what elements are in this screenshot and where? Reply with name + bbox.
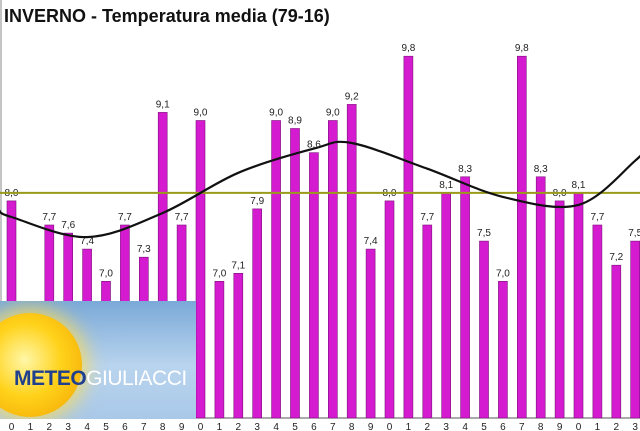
x-tick-label: 2	[614, 422, 620, 431]
bar	[290, 128, 300, 419]
x-tick-label: 3	[254, 422, 260, 431]
x-tick-label: 7	[141, 422, 147, 431]
x-tick-label: 4	[273, 422, 279, 431]
bar-value-label: 8,6	[307, 140, 321, 151]
bar-value-label: 7,2	[609, 252, 623, 263]
x-tick-label: 0	[198, 422, 204, 431]
bar-value-label: 9,0	[269, 108, 283, 119]
bar	[441, 192, 452, 419]
x-tick-label: 3	[632, 422, 638, 431]
x-tick-label: 2	[236, 422, 242, 431]
x-tick-label: 5	[481, 422, 487, 431]
bar	[498, 280, 508, 419]
bar-value-label: 9,8	[515, 43, 529, 54]
bar-value-label: 7,7	[42, 212, 56, 223]
x-tick-label: 6	[122, 422, 128, 431]
bar	[592, 224, 603, 419]
bar-value-label: 8,1	[439, 180, 453, 191]
x-tick-label: 3	[65, 422, 71, 431]
x-tick-label: 0	[387, 422, 393, 431]
bar-value-label: 7,0	[496, 268, 510, 279]
bar	[195, 120, 206, 419]
bar-value-label: 7,9	[250, 196, 264, 207]
bar	[573, 192, 584, 419]
x-tick-label: 1	[28, 422, 34, 431]
logo-text: METEOGIULIACCI	[14, 367, 187, 391]
bar-value-label: 9,0	[194, 108, 208, 119]
x-tick-label: 4	[462, 422, 468, 431]
bar-value-label: 7,5	[477, 228, 491, 239]
x-tick-label: 3	[443, 422, 449, 431]
x-tick-label: 8	[160, 422, 166, 431]
bar-value-label: 9,8	[401, 43, 415, 54]
x-tick-label: 1	[406, 422, 412, 431]
bar-value-label: 9,0	[326, 108, 340, 119]
trend-curve	[0, 140, 640, 239]
x-tick-label: 9	[368, 422, 374, 431]
meteo-giuliacci-logo: METEOGIULIACCI	[0, 301, 196, 419]
bar-value-label: 7,4	[364, 236, 378, 247]
bar	[611, 264, 622, 419]
x-tick-label: 6	[500, 422, 506, 431]
bar	[214, 280, 225, 419]
x-tick-label: 9	[179, 422, 185, 431]
bar	[422, 224, 433, 419]
x-tick-label: 2	[47, 422, 53, 431]
bar	[252, 208, 262, 419]
x-tick-label: 7	[519, 422, 525, 431]
x-tick-label: 1	[595, 422, 601, 431]
logo-text-giuliacci: GIULIACCI	[86, 367, 187, 390]
bar-value-label: 9,2	[345, 91, 359, 102]
bar-value-label: 8,1	[572, 180, 586, 191]
bar-value-label: 8,3	[458, 164, 472, 175]
x-tick-label: 8	[349, 422, 355, 431]
x-tick-label: 7	[330, 422, 336, 431]
x-tick-label: 5	[103, 422, 109, 431]
x-tick-label: 6	[311, 422, 317, 431]
x-tick-label: 2	[425, 422, 431, 431]
x-tick-labels-group: 0 1 2 3 4 5 6 7 8 9 0 1 2 3 4 5 6 7 8 9 0 1 2 3 4 5 6 7 8 9 0 1 2 3	[9, 422, 639, 431]
bar	[479, 240, 489, 419]
bar-value-label: 7,6	[61, 220, 75, 231]
bar-value-label: 7,5	[628, 228, 640, 239]
bar	[630, 240, 640, 419]
bar	[554, 200, 565, 419]
bar-value-label: 7,1	[231, 260, 245, 271]
bar-value-label: 7,7	[175, 212, 189, 223]
bar-value-label: 8,3	[534, 164, 548, 175]
x-tick-label: 0	[576, 422, 582, 431]
bar-value-label: 8,9	[288, 116, 302, 127]
x-tick-label: 1	[217, 422, 223, 431]
bar	[327, 120, 338, 419]
logo-text-meteo: METEO	[14, 367, 87, 390]
bar	[460, 176, 470, 419]
bar-value-label: 7,7	[118, 212, 132, 223]
bar-value-label: 7,0	[212, 268, 226, 279]
bar	[365, 248, 376, 419]
x-tick-label: 5	[292, 422, 298, 431]
bar	[384, 200, 395, 419]
bar	[271, 120, 281, 419]
bar-value-label: 7,4	[80, 236, 94, 247]
bar-value-label: 7,0	[99, 268, 113, 279]
bar-value-label: 7,7	[420, 212, 434, 223]
bar	[516, 55, 527, 419]
bar-value-label: 7,7	[590, 212, 604, 223]
bar-value-label: 7,3	[137, 244, 151, 255]
bar	[535, 176, 546, 419]
bar	[346, 104, 357, 419]
sun-icon	[0, 313, 82, 417]
bar	[233, 272, 244, 419]
x-tick-label: 8	[538, 422, 544, 431]
chart-title: INVERNO - Temperatura media (79-16)	[4, 6, 330, 26]
x-tick-label: 4	[84, 422, 90, 431]
bar	[309, 152, 319, 419]
bar-value-label: 9,1	[156, 99, 170, 110]
x-tick-label: 0	[9, 422, 15, 431]
x-tick-label: 9	[557, 422, 563, 431]
bar	[403, 55, 414, 419]
